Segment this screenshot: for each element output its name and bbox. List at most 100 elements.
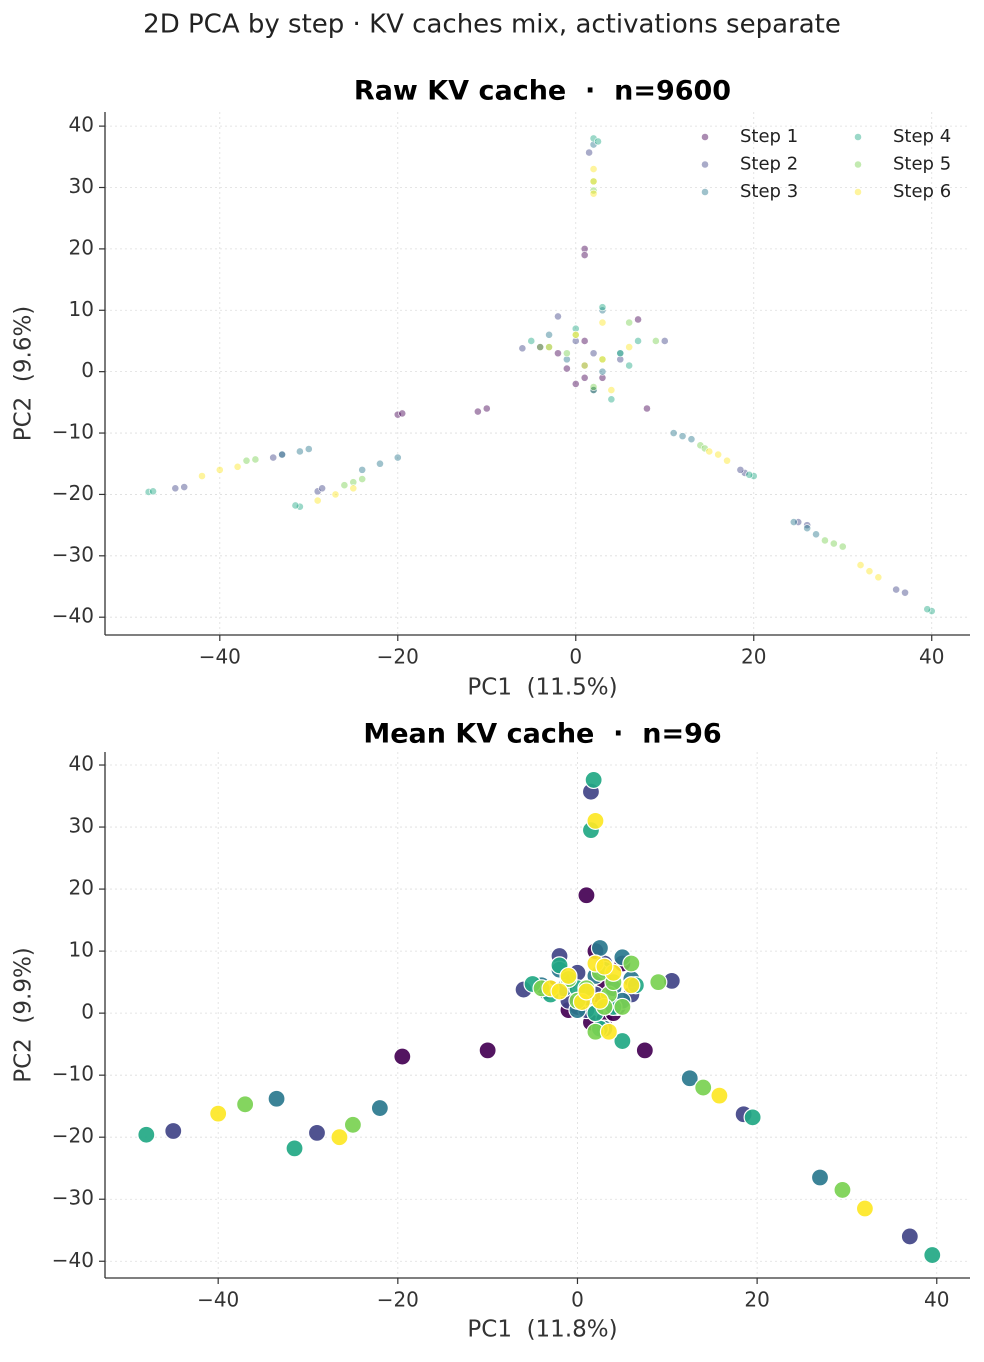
point xyxy=(376,459,384,468)
point xyxy=(598,367,607,376)
point xyxy=(736,465,745,474)
point xyxy=(856,561,865,569)
point xyxy=(545,330,553,339)
point xyxy=(678,432,687,441)
point xyxy=(571,337,580,345)
point xyxy=(171,484,180,493)
point xyxy=(267,1089,286,1108)
legend-label: Step 5 xyxy=(893,154,951,175)
point xyxy=(550,982,569,1001)
legend-marker xyxy=(854,160,862,169)
point xyxy=(598,303,607,312)
legend-marker xyxy=(854,188,862,196)
point xyxy=(307,1123,327,1142)
y-tick-label: 30 xyxy=(69,174,94,198)
point xyxy=(580,337,589,345)
point xyxy=(625,343,634,352)
x-tick-label: 0 xyxy=(569,645,582,669)
x-axis-label: PC1 (11.8%) xyxy=(467,1317,617,1343)
point xyxy=(622,976,641,995)
point xyxy=(313,487,322,496)
point xyxy=(304,445,313,453)
y-tick-label: −30 xyxy=(52,1186,94,1210)
legend-marker xyxy=(854,133,862,141)
x-tick-label: −40 xyxy=(199,645,241,669)
point xyxy=(198,472,206,480)
point xyxy=(343,1115,363,1134)
point xyxy=(923,605,932,614)
point xyxy=(700,444,709,453)
point xyxy=(634,315,642,324)
point xyxy=(687,435,696,444)
point xyxy=(900,1227,919,1246)
point xyxy=(680,1069,699,1088)
point xyxy=(577,982,596,1001)
point xyxy=(590,938,610,958)
point xyxy=(393,453,402,462)
point xyxy=(622,954,641,973)
point xyxy=(745,470,754,479)
point xyxy=(901,588,909,597)
point xyxy=(215,465,224,474)
point xyxy=(669,429,678,437)
point xyxy=(349,484,358,493)
y-tick-label: 20 xyxy=(69,235,94,259)
point xyxy=(723,456,731,465)
y-tick-label: −40 xyxy=(52,1248,94,1272)
panel-title: Mean KV cache · n=96 xyxy=(363,719,721,750)
point xyxy=(810,1168,830,1187)
x-axis-label: PC1 (11.5%) xyxy=(467,675,617,701)
point xyxy=(589,386,598,394)
legend-label: Step 4 xyxy=(893,126,951,147)
point xyxy=(291,501,300,510)
point xyxy=(358,475,367,483)
point xyxy=(635,1041,654,1060)
point xyxy=(649,973,668,992)
y-axis-label: PC2 (9.6%) xyxy=(11,306,37,442)
y-tick-label: 40 xyxy=(69,113,94,137)
point xyxy=(473,407,482,416)
point xyxy=(580,251,589,259)
point xyxy=(803,521,812,530)
point xyxy=(607,395,616,404)
y-tick-label: 20 xyxy=(69,876,94,900)
x-tick-label: −20 xyxy=(377,645,419,669)
x-tick-label: 20 xyxy=(741,645,766,669)
point xyxy=(370,1098,389,1118)
point xyxy=(331,490,340,499)
point xyxy=(794,518,803,526)
point xyxy=(580,373,589,382)
point xyxy=(589,349,598,358)
point xyxy=(554,349,562,358)
point xyxy=(803,524,812,533)
y-tick-label: −40 xyxy=(52,604,94,628)
point xyxy=(590,991,610,1010)
point xyxy=(634,337,642,345)
point xyxy=(927,607,936,615)
point xyxy=(855,1199,875,1218)
point xyxy=(694,1078,713,1097)
legend-label: Step 3 xyxy=(740,181,798,202)
point xyxy=(821,536,829,545)
x-tick-label: −20 xyxy=(377,1288,419,1312)
point xyxy=(164,1121,183,1141)
point xyxy=(589,140,598,149)
point xyxy=(589,177,598,186)
point xyxy=(580,244,589,253)
point xyxy=(518,344,527,353)
y-tick-label: 40 xyxy=(69,752,94,776)
point xyxy=(714,450,723,459)
point xyxy=(393,410,402,419)
point xyxy=(812,530,820,539)
point xyxy=(398,409,407,418)
point xyxy=(269,453,278,462)
point xyxy=(874,573,883,582)
point xyxy=(559,966,578,986)
point xyxy=(242,456,251,465)
point xyxy=(545,343,553,352)
y-tick-label: −30 xyxy=(52,542,94,566)
point xyxy=(710,1086,729,1105)
point xyxy=(594,137,602,146)
point xyxy=(595,957,614,976)
point xyxy=(598,355,607,364)
